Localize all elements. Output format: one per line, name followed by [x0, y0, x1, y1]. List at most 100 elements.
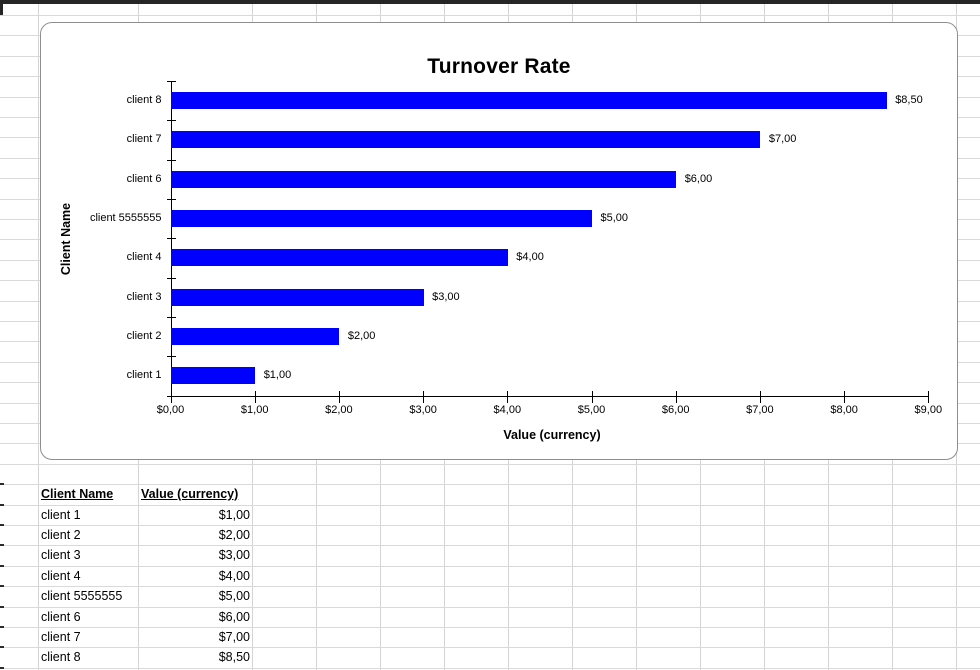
left-edge-mark	[0, 626, 4, 628]
gridline	[0, 504, 980, 506]
left-edge-mark	[0, 646, 4, 649]
bar-client-2[interactable]	[171, 328, 340, 346]
y-axis-tick	[166, 356, 176, 358]
table-cell-client[interactable]: client 1	[41, 507, 81, 522]
bar-client-4[interactable]	[171, 249, 508, 267]
x-axis-title: Value (currency)	[503, 428, 601, 442]
bar-value-label: $5,00	[600, 212, 629, 225]
table-cell-value[interactable]: $2,00	[218, 528, 250, 542]
table-cell-value[interactable]: $5,00	[218, 589, 250, 604]
x-tick-label: $2,00	[325, 404, 353, 416]
category-label: client 7	[126, 133, 162, 146]
table-row: client 6 $6,00	[0, 607, 260, 627]
table-row: client 5555555 $5,00	[0, 586, 260, 606]
y-axis-title: Client Name	[59, 202, 73, 276]
left-edge-mark	[0, 544, 4, 547]
gridline	[0, 463, 980, 465]
x-axis-tick	[507, 390, 509, 403]
bar-client-5555555[interactable]	[171, 210, 592, 228]
y-axis-tick	[166, 277, 176, 279]
left-edge-mark	[0, 585, 4, 588]
left-edge-mark	[0, 0, 3, 15]
y-axis-tick	[166, 198, 176, 200]
table-cell-client[interactable]: client 7	[41, 630, 81, 644]
x-tick-label: $8,00	[830, 404, 858, 416]
x-tick-label: $3,00	[409, 404, 437, 416]
bar-client-3[interactable]	[171, 288, 424, 306]
table-cell-value[interactable]: $1,00	[218, 507, 250, 522]
category-label: client 5555555	[89, 212, 162, 225]
table-cell-client[interactable]: client 6	[41, 609, 81, 624]
table-cell-value[interactable]: $4,00	[218, 568, 250, 583]
x-axis-line	[170, 395, 930, 397]
bar-value-label: $2,00	[347, 330, 376, 343]
category-label: client 6	[126, 172, 162, 185]
table-row: client 1 $1,00	[0, 505, 260, 525]
table-cell-client[interactable]: client 4	[41, 568, 81, 583]
x-tick-label: $5,00	[577, 404, 606, 416]
table-header-value[interactable]: Value (currency)	[141, 487, 239, 501]
x-axis-tick	[423, 390, 425, 403]
left-edge-mark	[0, 605, 4, 608]
bar-value-label: $8,50	[895, 94, 923, 107]
x-tick-label: $4,00	[493, 404, 522, 416]
left-edge-mark	[0, 524, 4, 526]
x-axis-tick	[928, 390, 930, 403]
bar-client-1[interactable]	[171, 367, 256, 385]
category-label: client 1	[126, 369, 162, 382]
table-row: client 8 $8,50	[0, 647, 260, 667]
gridline	[0, 484, 980, 486]
bar-value-label: $4,00	[516, 251, 544, 264]
gridline	[38, 0, 39, 670]
x-tick-label: $7,00	[746, 404, 774, 416]
y-axis-tick	[166, 316, 176, 318]
table-cell-client[interactable]: client 5555555	[41, 589, 123, 604]
gridline	[0, 586, 980, 588]
y-axis-tick	[166, 81, 176, 82]
table-header-row: Client Name Value (currency)	[0, 484, 260, 504]
gridline	[0, 565, 980, 567]
x-axis-tick	[170, 390, 172, 403]
gridline	[0, 647, 980, 649]
gridline	[0, 667, 980, 669]
gridline	[0, 627, 980, 628]
x-tick-label: $9,00	[914, 404, 943, 416]
bar-client-6[interactable]	[171, 170, 677, 188]
bar-client-7[interactable]	[171, 131, 761, 149]
category-label: client 2	[126, 330, 162, 343]
chart-panel[interactable]: Turnover Rate Client Name Value (currenc…	[40, 22, 958, 460]
table-cell-value[interactable]: $7,00	[218, 630, 250, 644]
table-cell-client[interactable]: client 8	[41, 650, 81, 665]
table-header-client-name[interactable]: Client Name	[41, 487, 114, 501]
gridline	[0, 545, 980, 547]
bar-client-8[interactable]	[171, 92, 887, 110]
top-edge-bar	[0, 0, 980, 4]
x-axis-tick	[675, 390, 677, 403]
table-cell-value[interactable]: $8,50	[218, 650, 250, 665]
category-label: client 4	[126, 251, 162, 264]
table-cell-value[interactable]: $3,00	[218, 548, 250, 563]
left-edge-mark	[0, 564, 4, 567]
x-axis-tick	[338, 390, 340, 403]
table-row: client 3 $3,00	[0, 545, 260, 565]
bar-value-label: $6,00	[684, 172, 713, 185]
left-edge-mark	[0, 483, 4, 486]
gridline	[0, 525, 980, 526]
x-axis-tick	[254, 390, 256, 403]
left-edge-mark	[0, 666, 4, 669]
x-axis-tick	[759, 390, 761, 403]
left-edge-mark	[0, 503, 4, 506]
x-axis-tick	[844, 390, 846, 403]
y-axis-tick	[166, 120, 176, 122]
bar-value-label: $1,00	[263, 369, 292, 382]
y-axis-tick	[166, 238, 176, 240]
chart-title: Turnover Rate	[427, 55, 571, 78]
table-row: client 2 $2,00	[0, 525, 260, 545]
table-row: client 7 $7,00	[0, 627, 260, 647]
table-cell-value[interactable]: $6,00	[218, 609, 250, 624]
x-axis-tick	[591, 390, 593, 403]
table-cell-client[interactable]: client 2	[41, 528, 81, 542]
bar-value-label: $3,00	[432, 290, 460, 303]
table-cell-client[interactable]: client 3	[41, 548, 81, 563]
table-row: client 4 $4,00	[0, 566, 260, 586]
